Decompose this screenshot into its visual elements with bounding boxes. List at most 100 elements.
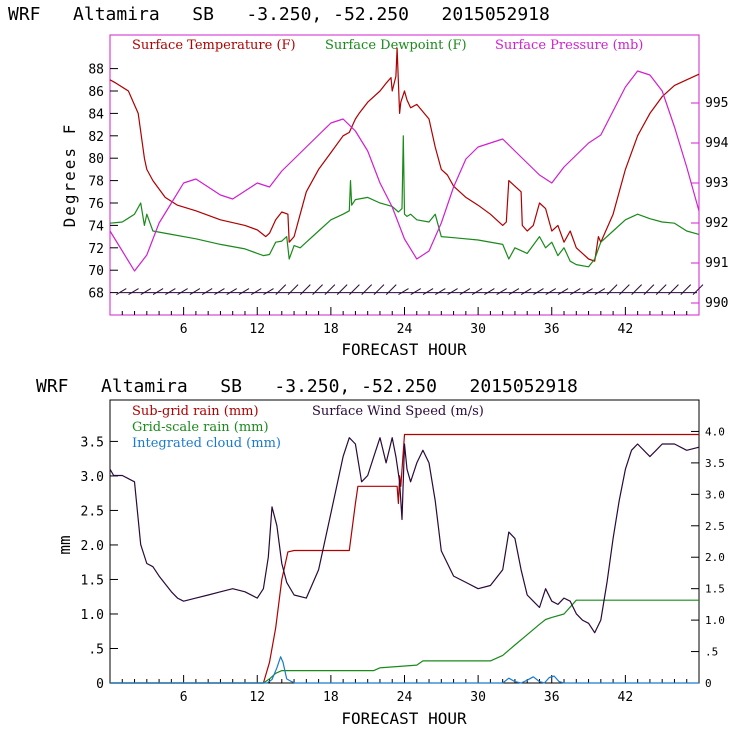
- wind-barb: [606, 284, 618, 295]
- y-tick-label: 2.5: [81, 504, 104, 519]
- y2-tick-label: 3.5: [705, 457, 725, 470]
- x-tick-label: 42: [618, 690, 634, 705]
- wind-barb: [496, 288, 507, 296]
- y-tick-label: 80: [88, 152, 104, 167]
- series-lines: [109, 47, 700, 272]
- wind-barb: [471, 288, 483, 296]
- chart-precip-panel: WRF Altamira SB -3.250, -52.250 20150529…: [36, 376, 725, 728]
- y2-tick-label: 994: [705, 136, 729, 151]
- series-line-2: [109, 135, 700, 268]
- wind-barb: [422, 288, 434, 296]
- legend-dewpoint: Surface Dewpoint (F): [325, 38, 467, 53]
- y-tick-label: 1.5: [81, 573, 104, 588]
- wind-barb: [152, 288, 164, 296]
- legend-wind-speed: Surface Wind Speed (m/s): [312, 404, 484, 419]
- y2-tick-label: 993: [705, 176, 728, 191]
- y-tick-labels: 68 70 72 74 76 78 80 82 84 86 88: [88, 63, 118, 302]
- y2-tick-label: 3.0: [705, 488, 725, 501]
- x-tick-label: 12: [249, 322, 265, 337]
- y-axis-label-2: mm: [55, 535, 74, 554]
- y-tick-label: .5: [88, 642, 104, 657]
- wind-barb: [324, 284, 336, 295]
- wind-barb: [128, 288, 139, 296]
- y-tick-label: 82: [88, 130, 104, 145]
- wind-barb: [582, 288, 593, 296]
- y-tick-label: 88: [88, 63, 104, 78]
- wind-barb: [177, 288, 188, 296]
- y-tick-label: 2.0: [81, 539, 104, 554]
- y-tick-label: 72: [88, 242, 104, 257]
- wind-barb: [299, 284, 311, 295]
- y2-tick-label: 995: [705, 96, 728, 111]
- x-tick-label: 18: [323, 690, 339, 705]
- x-tick-label: 36: [544, 690, 560, 705]
- wind-barb: [594, 288, 606, 296]
- series-line-2: [110, 599, 699, 684]
- y2-tick-label: 992: [705, 216, 728, 231]
- legend-gridscale-rain: Grid-scale rain (mm): [132, 420, 269, 435]
- wind-barb: [361, 284, 373, 295]
- x-tick-labels-2: 6 12 18 24 30 36 42: [121, 675, 688, 705]
- y2-tick-labels: 990 991 992 993 994 995: [691, 96, 729, 311]
- y2-tick-labels-2: 0 .5 1.0 1.5 2.0 2.5 3.0 3.5 4.0: [691, 425, 725, 690]
- chart-temperature-panel: WRF Altamira SB -3.250, -52.250 20150529…: [8, 4, 729, 359]
- y2-tick-label: 2.0: [705, 551, 725, 564]
- y2-tick-label: 2.5: [705, 520, 725, 533]
- x-tick-labels: 6 12 18 24 30 36 42: [121, 307, 688, 337]
- wind-barb: [459, 288, 471, 296]
- wind-barb: [385, 284, 397, 295]
- wind-barb: [680, 284, 692, 295]
- y-tick-label: 86: [88, 85, 104, 100]
- wind-barb: [435, 288, 446, 296]
- x-tick-label: 24: [397, 322, 413, 337]
- y2-tick-label: 990: [705, 296, 728, 311]
- legend-integrated-cloud: Integrated cloud (mm): [132, 436, 281, 451]
- x-axis-label-2: FORECAST HOUR: [341, 709, 467, 728]
- y2-tick-label: 1.0: [705, 614, 725, 627]
- y-tick-label: 70: [88, 264, 104, 279]
- x-tick-label: 18: [323, 322, 339, 337]
- legend-subgrid-rain: Sub-grid rain (mm): [132, 404, 259, 419]
- x-tick-label: 24: [397, 690, 413, 705]
- wind-barb: [557, 288, 569, 296]
- wind-barb: [373, 284, 385, 295]
- legend-temperature: Surface Temperature (F): [132, 38, 296, 53]
- y-tick-label: 78: [88, 175, 104, 190]
- wind-barb: [312, 284, 323, 295]
- y2-tick-label: 4.0: [705, 425, 725, 438]
- wind-barb: [189, 288, 201, 296]
- wind-barb: [545, 288, 557, 296]
- y-axis-label: Degrees F: [60, 123, 79, 228]
- wind-barb: [643, 284, 655, 295]
- series-line-1: [109, 47, 700, 262]
- y-tick-label: 3.0: [81, 470, 104, 485]
- x-tick-label: 30: [470, 690, 486, 705]
- wind-barb: [263, 288, 274, 296]
- chart-title: WRF Altamira SB -3.250, -52.250 20150529…: [8, 4, 550, 25]
- chart-title-2: WRF Altamira SB -3.250, -52.250 20150529…: [36, 376, 578, 397]
- y-tick-label: 74: [88, 219, 104, 234]
- wind-barb: [275, 284, 287, 295]
- wind-barb: [226, 288, 237, 296]
- y-tick-label: 0: [96, 677, 104, 692]
- wind-barb: [250, 288, 262, 296]
- y2-tick-label: 1.5: [705, 583, 725, 596]
- series-line-4: [109, 437, 700, 634]
- wind-barb: [116, 288, 127, 296]
- y-tick-label: 68: [88, 287, 104, 302]
- legend-pressure: Surface Pressure (mb): [495, 38, 643, 53]
- series-lines-2: [109, 433, 700, 684]
- x-axis-label: FORECAST HOUR: [341, 340, 467, 359]
- y2-tick-label: 0: [705, 677, 712, 690]
- x-tick-label: 42: [618, 322, 634, 337]
- wind-barb: [410, 288, 422, 296]
- wind-barbs: [116, 284, 704, 296]
- x-tick-label: 12: [249, 690, 265, 705]
- y-tick-label: 76: [88, 197, 104, 212]
- wind-barb: [508, 288, 520, 296]
- wind-barb: [668, 284, 679, 295]
- wind-barb: [165, 288, 176, 296]
- x-tick-label: 30: [470, 322, 486, 337]
- wind-barb: [631, 284, 642, 295]
